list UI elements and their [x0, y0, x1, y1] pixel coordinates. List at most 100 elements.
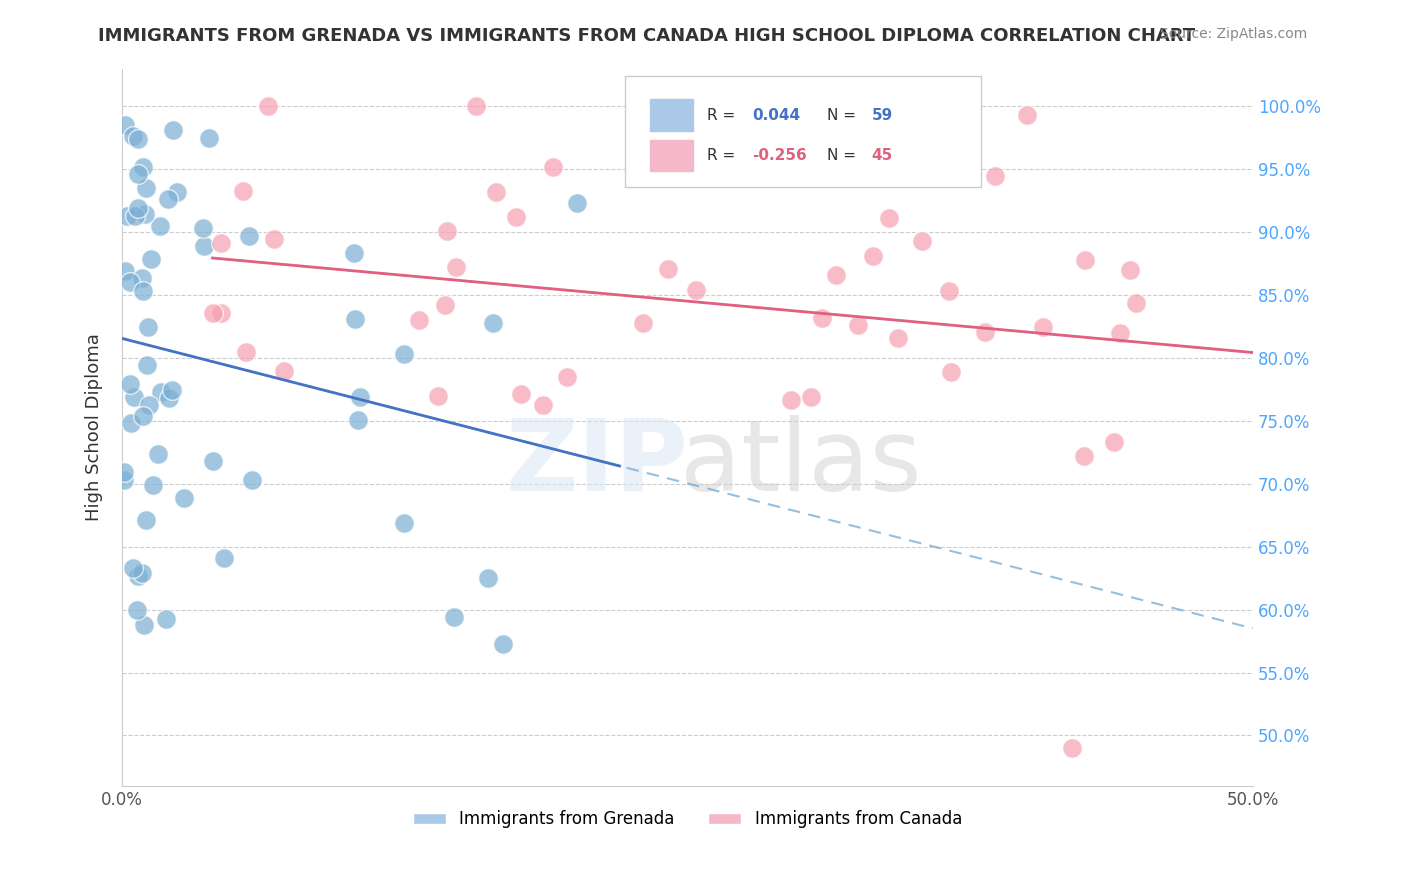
Point: [193, 239, 215, 253]
Point: [541, 160, 564, 174]
Point: [112, 465, 135, 479]
Point: [657, 262, 679, 277]
Text: N =: N =: [827, 148, 860, 163]
Text: -0.256: -0.256: [752, 148, 807, 163]
Point: [257, 99, 280, 113]
Point: [408, 313, 430, 327]
Point: [1060, 741, 1083, 756]
Point: [485, 185, 508, 199]
Point: [131, 284, 153, 298]
Point: [122, 390, 145, 404]
Point: [887, 331, 910, 345]
Point: [139, 252, 162, 267]
Point: [427, 389, 450, 403]
Point: [120, 416, 142, 430]
Legend: Immigrants from Grenada, Immigrants from Canada: Immigrants from Grenada, Immigrants from…: [406, 804, 969, 835]
Point: [436, 224, 458, 238]
Point: [862, 249, 884, 263]
Point: [132, 618, 155, 632]
Point: [567, 196, 589, 211]
Point: [149, 384, 172, 399]
Point: [1125, 295, 1147, 310]
Point: [115, 210, 138, 224]
Point: [198, 130, 221, 145]
Point: [811, 310, 834, 325]
Point: [131, 270, 153, 285]
Point: [131, 566, 153, 581]
Y-axis label: High School Diploma: High School Diploma: [86, 334, 103, 521]
Point: [211, 235, 233, 250]
Point: [122, 560, 145, 574]
Point: [631, 316, 654, 330]
Point: [136, 319, 159, 334]
Point: [349, 390, 371, 404]
Point: [135, 181, 157, 195]
Point: [443, 610, 465, 624]
Point: [157, 391, 180, 405]
Point: [238, 228, 260, 243]
Point: [201, 454, 224, 468]
Point: [444, 260, 467, 274]
Point: [120, 377, 142, 392]
Point: [1102, 435, 1125, 450]
Point: [973, 326, 995, 340]
Text: R =: R =: [707, 148, 740, 163]
Point: [136, 358, 159, 372]
Point: [394, 516, 416, 530]
Point: [125, 603, 148, 617]
FancyBboxPatch shape: [626, 76, 981, 186]
Text: ZIP: ZIP: [506, 415, 689, 511]
Point: [121, 128, 143, 143]
Point: [166, 185, 188, 199]
Point: [825, 268, 848, 282]
Point: [477, 571, 499, 585]
Point: [212, 550, 235, 565]
Point: [780, 392, 803, 407]
Point: [555, 369, 578, 384]
Point: [505, 211, 527, 225]
Point: [877, 211, 900, 225]
FancyBboxPatch shape: [650, 99, 693, 131]
Point: [232, 184, 254, 198]
Point: [127, 201, 149, 215]
Point: [162, 123, 184, 137]
Point: [273, 364, 295, 378]
Point: [142, 478, 165, 492]
Text: N =: N =: [827, 108, 860, 122]
Point: [343, 311, 366, 326]
Point: [1109, 326, 1132, 340]
Point: [148, 219, 170, 234]
Text: 45: 45: [872, 148, 893, 163]
Point: [263, 232, 285, 246]
Point: [209, 306, 232, 320]
Point: [846, 318, 869, 333]
Text: atlas: atlas: [679, 415, 921, 511]
Point: [1073, 450, 1095, 464]
Point: [1074, 253, 1097, 268]
Point: [347, 413, 370, 427]
Point: [148, 447, 170, 461]
Point: [911, 234, 934, 248]
Point: [201, 306, 224, 320]
Point: [1031, 319, 1053, 334]
Point: [235, 345, 257, 359]
Point: [941, 365, 963, 379]
Point: [118, 275, 141, 289]
Point: [124, 209, 146, 223]
Point: [132, 161, 155, 175]
Point: [938, 284, 960, 298]
Point: [509, 387, 531, 401]
Point: [114, 118, 136, 132]
Point: [134, 207, 156, 221]
Point: [127, 167, 149, 181]
Point: [240, 473, 263, 487]
Point: [112, 473, 135, 487]
Point: [160, 383, 183, 397]
Point: [127, 569, 149, 583]
Text: 0.044: 0.044: [752, 108, 800, 122]
Point: [1015, 108, 1038, 122]
Text: Source: ZipAtlas.com: Source: ZipAtlas.com: [1160, 27, 1308, 41]
Point: [173, 491, 195, 505]
Point: [127, 132, 149, 146]
Point: [800, 391, 823, 405]
